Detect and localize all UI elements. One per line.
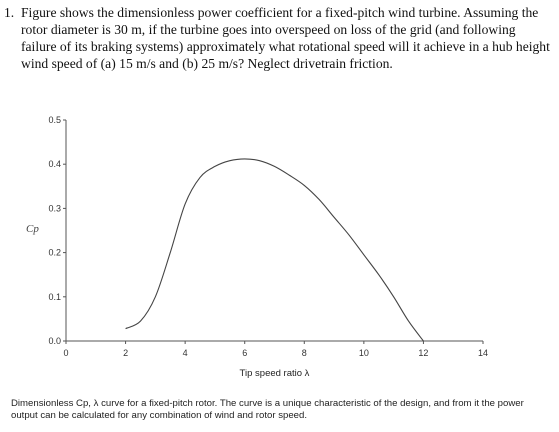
y-tick-label: 0.5 [48, 115, 61, 125]
x-tick-label: 2 [123, 348, 128, 358]
x-tick-label: 8 [302, 348, 307, 358]
x-tick-label: 0 [63, 348, 68, 358]
cp-lambda-chart: 0.0 0.1 0.2 0.3 0.4 0.5 0 2 4 6 8 10 12 14 Cp Tip sp… [26, 115, 488, 379]
question-text: Figure shows the dimensionless power coe… [21, 5, 550, 71]
x-ticks: 0 2 4 6 8 10 12 14 [63, 341, 488, 358]
x-tick-label: 14 [478, 348, 488, 358]
x-tick-label: 4 [183, 348, 188, 358]
y-tick-label: 0.2 [48, 248, 61, 258]
x-axis-label: Tip speed ratio λ [240, 368, 310, 379]
x-tick-label: 10 [359, 348, 369, 358]
x-tick-label: 6 [242, 348, 247, 358]
series-group [125, 158, 424, 342]
y-tick-label: 0.1 [48, 292, 61, 302]
x-tick-label: 12 [418, 348, 428, 358]
y-ticks: 0.0 0.1 0.2 0.3 0.4 0.5 [48, 115, 66, 346]
y-tick-label: 0.3 [48, 203, 61, 213]
y-tick-label: 0.4 [48, 159, 61, 169]
cp-curve-line [125, 158, 424, 342]
figure-caption: Dimensionless Cp, λ curve for a fixed-pi… [11, 398, 524, 421]
question-number: 1. [4, 5, 15, 20]
question: 1. Figure shows the dimensionless power … [4, 4, 554, 72]
chart-axes [65, 120, 483, 342]
y-tick-label: 0.0 [48, 336, 61, 346]
y-axis-label: Cp [26, 223, 39, 235]
